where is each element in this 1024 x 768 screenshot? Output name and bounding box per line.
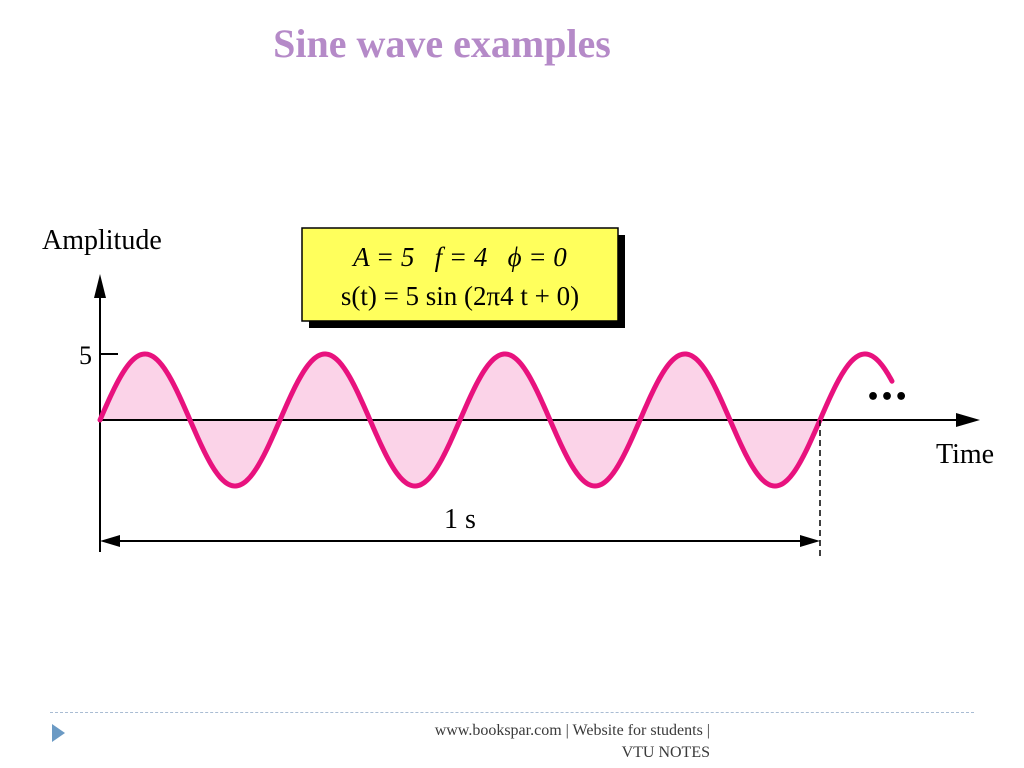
formula-label: s(t) = 5 sin (2π4 t + 0) (341, 281, 579, 311)
y-axis-arrow (94, 274, 106, 298)
period-label: 1 s (444, 504, 476, 535)
y-tick-label: 5 (79, 341, 92, 370)
parameter-box (301, 227, 619, 322)
x-axis-arrow (956, 413, 980, 427)
footer-divider (50, 712, 974, 713)
footer-triangle-icon (52, 724, 65, 742)
slide-title: Sine wave examples (273, 21, 611, 66)
y-axis-label: Amplitude (42, 225, 162, 256)
sine-wave-series (97, 351, 895, 489)
parameter-values: A = 5 f = 4 ϕ = 0 (351, 242, 567, 272)
footer-line-1: www.bookspar.com | Website for students … (434, 722, 710, 739)
x-axis-label: Time (936, 439, 994, 470)
continuation-dots: ••• (866, 385, 908, 410)
footer-line-2: VTU NOTES (621, 744, 710, 761)
period-arrow-left (100, 535, 120, 547)
footer-text: www.bookspar.com | Website for students … (360, 720, 710, 764)
period-arrow-right (800, 535, 820, 547)
